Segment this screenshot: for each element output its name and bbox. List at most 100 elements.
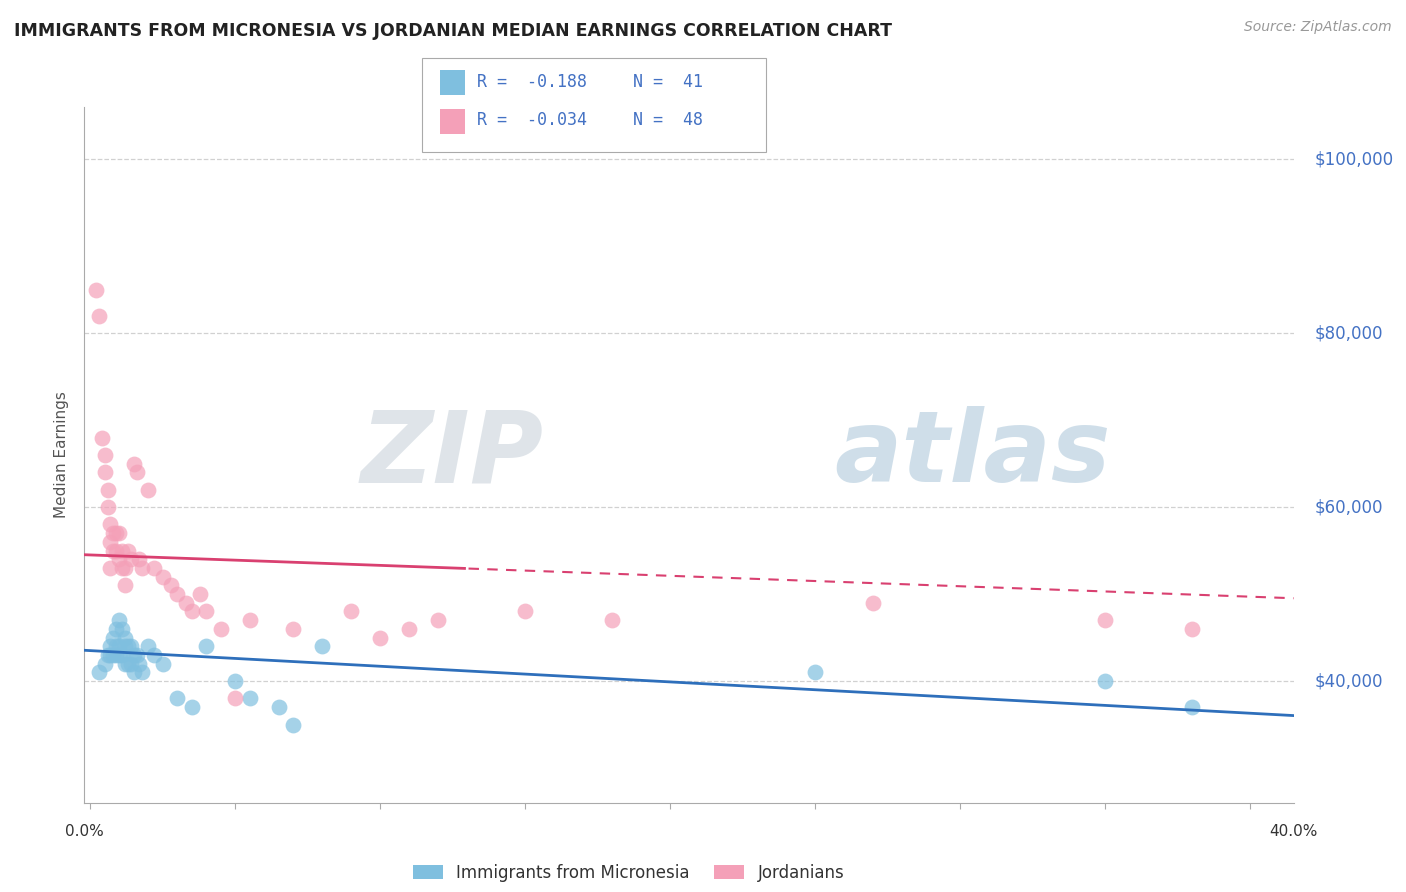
Point xyxy=(93,657,115,671)
Point xyxy=(105,639,128,653)
Y-axis label: Median Earnings: Median Earnings xyxy=(53,392,69,518)
Point xyxy=(87,665,110,680)
Point xyxy=(90,431,112,445)
Point xyxy=(100,517,122,532)
Text: $80,000: $80,000 xyxy=(1315,324,1384,343)
Point xyxy=(267,700,290,714)
Point xyxy=(862,596,884,610)
Point xyxy=(180,700,202,714)
Point xyxy=(108,639,131,653)
Point xyxy=(311,639,333,653)
Text: 0.0%: 0.0% xyxy=(65,824,104,838)
Point xyxy=(398,622,420,636)
Point xyxy=(96,483,118,497)
Point xyxy=(96,500,118,515)
Point xyxy=(804,665,827,680)
Point xyxy=(600,613,623,627)
Point xyxy=(84,283,107,297)
Point xyxy=(114,639,136,653)
Point xyxy=(114,578,136,592)
Text: R =  -0.188: R = -0.188 xyxy=(477,73,586,91)
Point xyxy=(281,622,304,636)
Text: ZIP: ZIP xyxy=(361,407,544,503)
Point xyxy=(122,665,145,680)
Point xyxy=(100,561,122,575)
Point xyxy=(131,561,153,575)
Point xyxy=(100,535,122,549)
Point xyxy=(120,639,142,653)
Point xyxy=(340,605,363,619)
Point xyxy=(108,526,131,541)
Point xyxy=(1094,613,1116,627)
Text: IMMIGRANTS FROM MICRONESIA VS JORDANIAN MEDIAN EARNINGS CORRELATION CHART: IMMIGRANTS FROM MICRONESIA VS JORDANIAN … xyxy=(14,22,891,40)
Text: 40.0%: 40.0% xyxy=(1270,824,1317,838)
Text: Source: ZipAtlas.com: Source: ZipAtlas.com xyxy=(1244,20,1392,34)
Point xyxy=(117,543,139,558)
Point xyxy=(96,648,118,662)
Point xyxy=(142,648,165,662)
Text: $40,000: $40,000 xyxy=(1315,672,1384,690)
Point xyxy=(188,587,211,601)
Point xyxy=(93,448,115,462)
Legend: Immigrants from Micronesia, Jordanians: Immigrants from Micronesia, Jordanians xyxy=(406,857,851,888)
Point xyxy=(87,309,110,323)
Point xyxy=(114,631,136,645)
Point xyxy=(108,552,131,566)
Point xyxy=(105,543,128,558)
Point xyxy=(111,561,134,575)
Point xyxy=(111,543,134,558)
Point xyxy=(239,691,262,706)
Point xyxy=(122,457,145,471)
Point xyxy=(281,717,304,731)
Point xyxy=(93,466,115,480)
Point xyxy=(105,622,128,636)
Point xyxy=(142,561,165,575)
Point xyxy=(117,639,139,653)
Point xyxy=(105,648,128,662)
Point xyxy=(209,622,232,636)
Point xyxy=(166,691,188,706)
Point xyxy=(368,631,391,645)
Point xyxy=(174,596,197,610)
Point xyxy=(128,552,150,566)
Point xyxy=(131,665,153,680)
Point xyxy=(136,639,159,653)
Point xyxy=(239,613,262,627)
Point xyxy=(100,639,122,653)
Point xyxy=(103,631,125,645)
Point xyxy=(105,526,128,541)
Point xyxy=(1181,700,1204,714)
Point xyxy=(427,613,450,627)
Point xyxy=(180,605,202,619)
Point xyxy=(136,483,159,497)
Point xyxy=(224,691,246,706)
Text: atlas: atlas xyxy=(834,407,1111,503)
Point xyxy=(114,657,136,671)
Point xyxy=(122,648,145,662)
Point xyxy=(224,674,246,689)
Point xyxy=(160,578,183,592)
Point xyxy=(152,657,174,671)
Text: R =  -0.034: R = -0.034 xyxy=(477,112,586,129)
Point xyxy=(166,587,188,601)
Point xyxy=(195,605,218,619)
Point xyxy=(103,526,125,541)
Point xyxy=(195,639,218,653)
Point xyxy=(111,622,134,636)
Point xyxy=(100,648,122,662)
Point xyxy=(120,657,142,671)
Point xyxy=(111,648,134,662)
Point xyxy=(128,657,150,671)
Point xyxy=(513,605,536,619)
Point xyxy=(1094,674,1116,689)
Text: $100,000: $100,000 xyxy=(1315,150,1393,169)
Point xyxy=(125,466,148,480)
Point xyxy=(108,648,131,662)
Point xyxy=(117,657,139,671)
Point xyxy=(152,570,174,584)
Text: N =  41: N = 41 xyxy=(633,73,703,91)
Text: N =  48: N = 48 xyxy=(633,112,703,129)
Point xyxy=(108,613,131,627)
Point xyxy=(120,552,142,566)
Point xyxy=(114,561,136,575)
